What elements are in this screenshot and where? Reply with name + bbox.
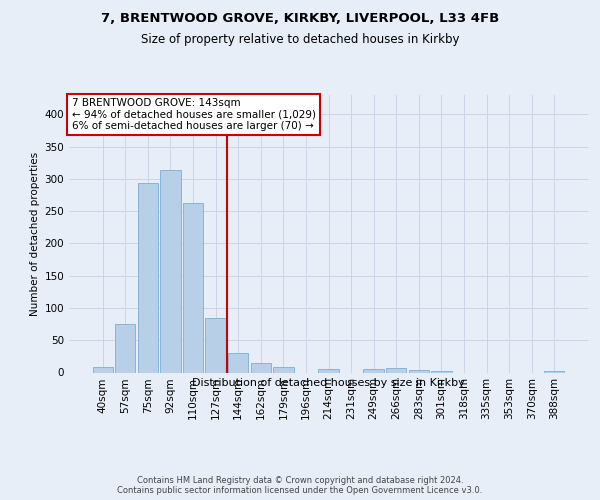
Y-axis label: Number of detached properties: Number of detached properties (30, 152, 40, 316)
Bar (409, 370, 429, 372)
Bar (319, 370, 338, 372)
Text: Size of property relative to detached houses in Kirkby: Size of property relative to detached ho… (141, 32, 459, 46)
Bar (92, 368, 113, 372)
Bar (183, 204, 203, 372)
Text: Distribution of detached houses by size in Kirkby: Distribution of detached houses by size … (193, 378, 465, 388)
Bar (386, 368, 406, 372)
Bar (273, 368, 293, 372)
Text: 7 BRENTWOOD GROVE: 143sqm
← 94% of detached houses are smaller (1,029)
6% of sem: 7 BRENTWOOD GROVE: 143sqm ← 94% of detac… (71, 98, 316, 131)
Bar (115, 324, 136, 372)
Bar (544, 370, 565, 372)
Bar (364, 370, 384, 372)
Bar (251, 363, 271, 372)
Bar (138, 184, 158, 372)
Bar (160, 170, 181, 372)
Bar (431, 371, 452, 372)
Bar (205, 318, 226, 372)
Text: Contains HM Land Registry data © Crown copyright and database right 2024.
Contai: Contains HM Land Registry data © Crown c… (118, 476, 482, 495)
Text: 7, BRENTWOOD GROVE, KIRKBY, LIVERPOOL, L33 4FB: 7, BRENTWOOD GROVE, KIRKBY, LIVERPOOL, L… (101, 12, 499, 26)
Bar (228, 353, 248, 372)
